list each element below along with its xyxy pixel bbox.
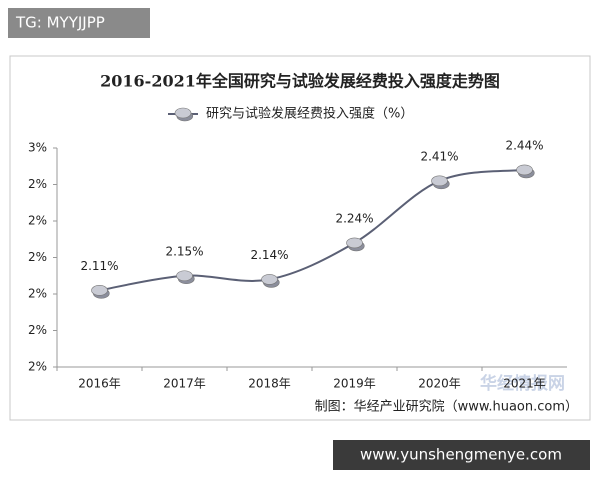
marker-disc <box>176 270 193 282</box>
source-note: 制图：华经产业研究院（www.huaon.com） <box>315 400 578 415</box>
x-tick-label: 2017年 <box>163 377 206 391</box>
marker-disc <box>431 175 448 187</box>
chart-frame <box>9 55 591 421</box>
x-tick-label: 2021年 <box>503 377 546 391</box>
y-tick-label: 2% <box>28 214 47 228</box>
chart-title: 2016-2021年全国研究与试验发展经费投入强度走势图 <box>100 72 500 91</box>
watermark: www.yunshengmenye.com <box>360 446 562 464</box>
x-tick-label: 2016年 <box>78 377 121 391</box>
data-label: 2.11% <box>80 259 118 273</box>
data-label: 2.15% <box>165 244 203 258</box>
data-label: 2.44% <box>505 138 543 152</box>
data-label: 2.24% <box>335 211 373 225</box>
data-label: 2.14% <box>250 248 288 262</box>
marker-disc <box>174 107 192 119</box>
data-point <box>176 270 195 285</box>
data-point <box>346 237 365 252</box>
marker-disc <box>346 237 363 249</box>
data-label: 2.41% <box>420 149 458 163</box>
y-tick-label: 2% <box>28 323 47 337</box>
x-tick-label: 2018年 <box>248 377 291 391</box>
x-tick-label: 2019年 <box>333 377 376 391</box>
y-tick-label: 3% <box>28 141 47 155</box>
watermark: TG: MYYJJPP <box>15 14 105 32</box>
x-tick-label: 2020年 <box>418 377 461 391</box>
data-point <box>261 274 280 288</box>
y-tick-label: 2% <box>28 177 47 191</box>
legend-label: 研究与试验发展经费投入强度（%） <box>206 106 413 122</box>
y-tick-label: 2% <box>28 360 47 374</box>
marker-disc <box>516 164 533 176</box>
watermark-badge <box>333 440 590 470</box>
brand-watermark: 华经情报网 <box>480 373 565 394</box>
y-tick-label: 2% <box>28 287 47 301</box>
marker-disc <box>91 285 108 296</box>
data-point <box>516 164 535 179</box>
watermark-badge <box>8 8 150 38</box>
data-point <box>431 175 450 190</box>
y-tick-label: 2% <box>28 250 47 264</box>
data-point <box>91 285 110 299</box>
marker-disc <box>261 274 278 285</box>
data-point <box>174 107 194 122</box>
